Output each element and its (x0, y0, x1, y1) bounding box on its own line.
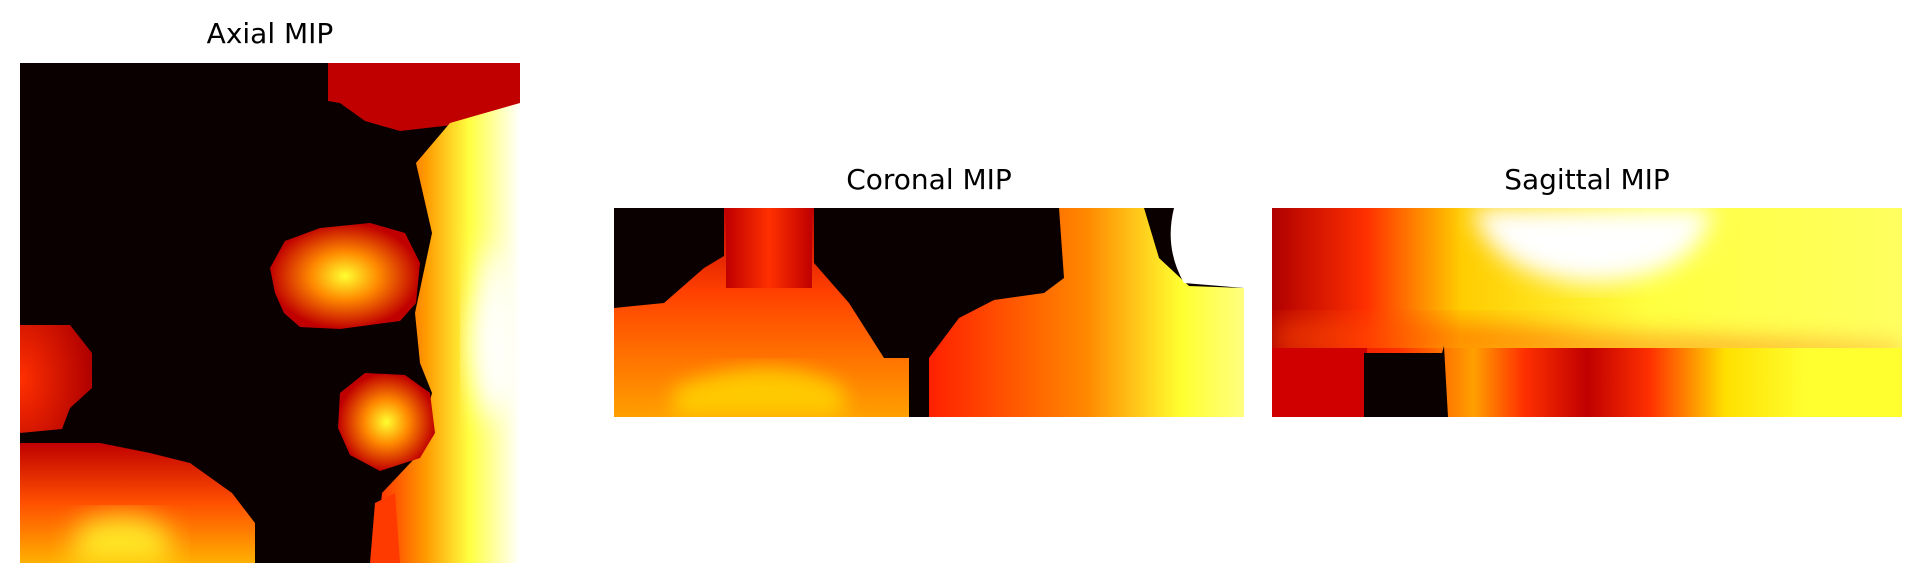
sagittal-mip-panel: Sagittal MIP (1272, 0, 1902, 420)
sagittal-mip-title: Sagittal MIP (1504, 163, 1670, 196)
sagittal-mip-heatmap (1272, 208, 1902, 417)
coronal-mip-panel: Coronal MIP (614, 0, 1244, 420)
coronal-mip-image (614, 208, 1244, 417)
axial-mip-heatmap (20, 63, 520, 563)
coronal-mip-title: Coronal MIP (846, 163, 1012, 196)
axial-mip-image (20, 63, 520, 563)
axial-mip-panel: Axial MIP (20, 0, 520, 570)
axial-mip-title: Axial MIP (206, 17, 334, 50)
coronal-mip-heatmap (614, 208, 1244, 417)
sagittal-mip-image (1272, 208, 1902, 417)
